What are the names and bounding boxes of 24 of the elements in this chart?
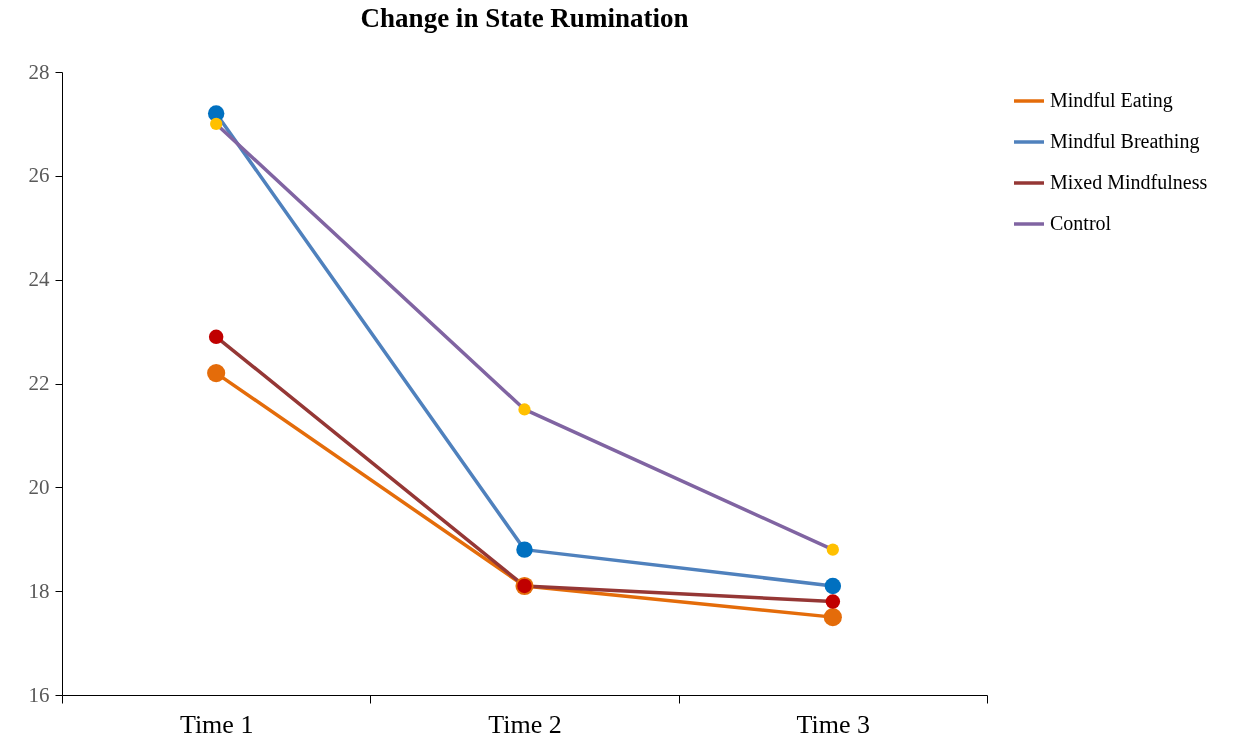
x-tick-label: Time 3 [796,709,871,739]
point [826,543,839,556]
legend-label: Mixed Mindfulness [1050,171,1208,193]
point [824,577,842,595]
x-tick-label: Time 2 [488,709,562,739]
y-tick-label: 20 [28,474,50,499]
y-tick-label: 22 [28,371,50,395]
y-tick-label: 16 [28,682,50,707]
legend-label: Control [1050,212,1112,234]
y-tick-label: 18 [28,578,50,603]
point [207,364,226,383]
point [518,403,531,416]
y-tick-label: 28 [28,59,50,84]
point [516,541,533,558]
legend-label: Mindful Breathing [1050,130,1200,153]
x-tick-label: Time 1 [179,709,254,739]
point [823,608,842,627]
point [208,329,224,345]
point [825,594,841,609]
point [210,117,223,131]
legend-label: Mindful Eating [1050,89,1173,112]
chart-title: Change in State Rumination [360,3,689,33]
y-tick-label: 24 [28,267,50,292]
y-tick-label: 26 [28,163,50,188]
